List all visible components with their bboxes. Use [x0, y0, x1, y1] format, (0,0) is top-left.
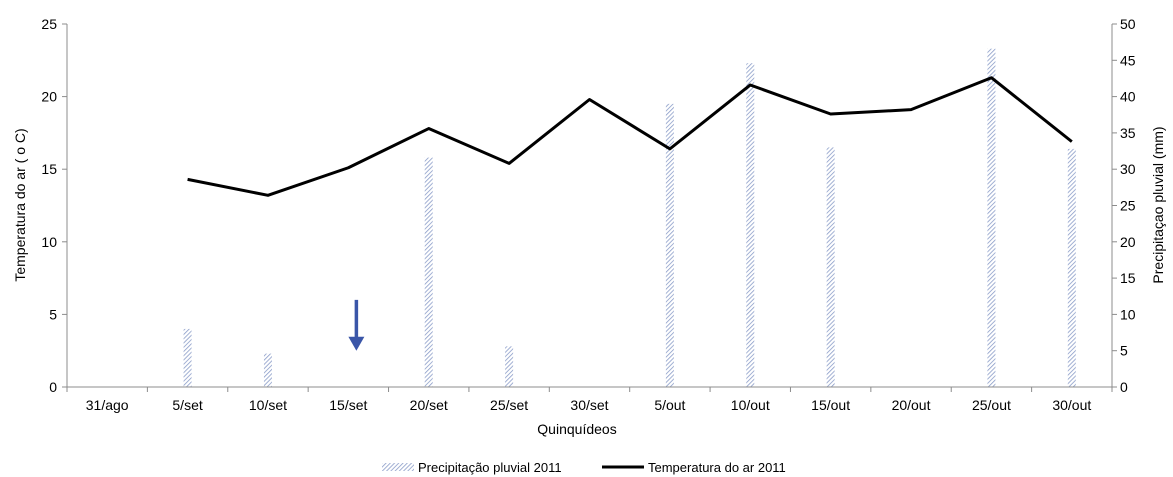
plot-area — [183, 48, 1076, 388]
y-right-tick-label: 25 — [1120, 198, 1136, 214]
y-right-axis-title: Precipitaçao pluvial (mm) — [1150, 126, 1166, 283]
temperature-line — [187, 76, 1073, 197]
y-left-tick-label: 10 — [41, 234, 57, 250]
x-tick-label: 10/out — [731, 397, 770, 413]
y-right-tick-label: 10 — [1120, 306, 1136, 322]
x-tick-label: 20/out — [892, 397, 931, 413]
x-tick-label: 30/out — [1052, 397, 1091, 413]
y-right-tick-label: 40 — [1120, 89, 1136, 105]
y-left-tick-label: 5 — [49, 306, 57, 322]
x-axis: 31/ago 5/set 10/set 15/set 20/set 25/set 30/se… — [66, 386, 1113, 413]
x-tick-label: 25/out — [972, 397, 1011, 413]
y-right-tick-label: 50 — [1120, 16, 1136, 32]
precipitation-bar — [826, 147, 835, 387]
y-right-tick-label: 20 — [1120, 234, 1136, 250]
precipitation-bar — [1067, 148, 1076, 387]
x-tick-label: 25/set — [490, 397, 528, 413]
precipitation-bar — [505, 346, 514, 387]
y-left-tick-label: 25 — [41, 16, 57, 32]
legend: Precipitação pluvial 2011 Temperatura do… — [382, 460, 786, 475]
y-left-tick-label: 0 — [49, 379, 57, 395]
precipitation-bar — [183, 328, 192, 387]
legend-item-temperature: Temperatura do ar 2011 — [602, 460, 786, 475]
x-tick-label: 30/set — [570, 397, 608, 413]
y-right-tick-label: 0 — [1120, 379, 1128, 395]
y-right-axis: 0 5 10 15 20 25 30 35 40 45 50 — [1111, 16, 1136, 395]
precipitation-bar — [987, 48, 996, 388]
precipitation-bar — [424, 157, 433, 387]
y-right-tick-label: 5 — [1120, 343, 1128, 359]
y-right-tick-label: 30 — [1120, 161, 1136, 177]
x-tick-label: 31/ago — [86, 397, 129, 413]
y-right-tick-label: 15 — [1120, 270, 1136, 286]
y-left-axis: 0 5 10 15 20 25 — [41, 16, 68, 395]
precipitation-bar — [263, 353, 272, 387]
legend-label-temperature: Temperatura do ar 2011 — [648, 460, 786, 475]
y-left-tick-label: 15 — [41, 161, 57, 177]
x-axis-title: Quinquídeos — [537, 421, 616, 437]
x-tick-label: 15/set — [329, 397, 367, 413]
precipitation-bar — [665, 103, 674, 388]
y-right-tick-label: 35 — [1120, 125, 1136, 141]
x-tick-label: 20/set — [410, 397, 448, 413]
legend-item-precipitation: Precipitação pluvial 2011 — [382, 460, 562, 475]
legend-label-precipitation: Precipitação pluvial 2011 — [418, 460, 562, 475]
x-tick-label: 15/out — [811, 397, 850, 413]
precipitation-bar — [746, 63, 755, 387]
legend-swatch-precipitation — [382, 463, 414, 471]
y-left-axis-title: Temperatura do ar ( o C) — [12, 128, 28, 281]
y-left-tick-label: 20 — [41, 89, 57, 105]
x-tick-label: 5/set — [172, 397, 202, 413]
y-right-tick-label: 45 — [1120, 52, 1136, 68]
annotation-arrow-head — [348, 336, 365, 351]
x-tick-label: 10/set — [249, 397, 287, 413]
x-tick-label: 5/out — [654, 397, 685, 413]
